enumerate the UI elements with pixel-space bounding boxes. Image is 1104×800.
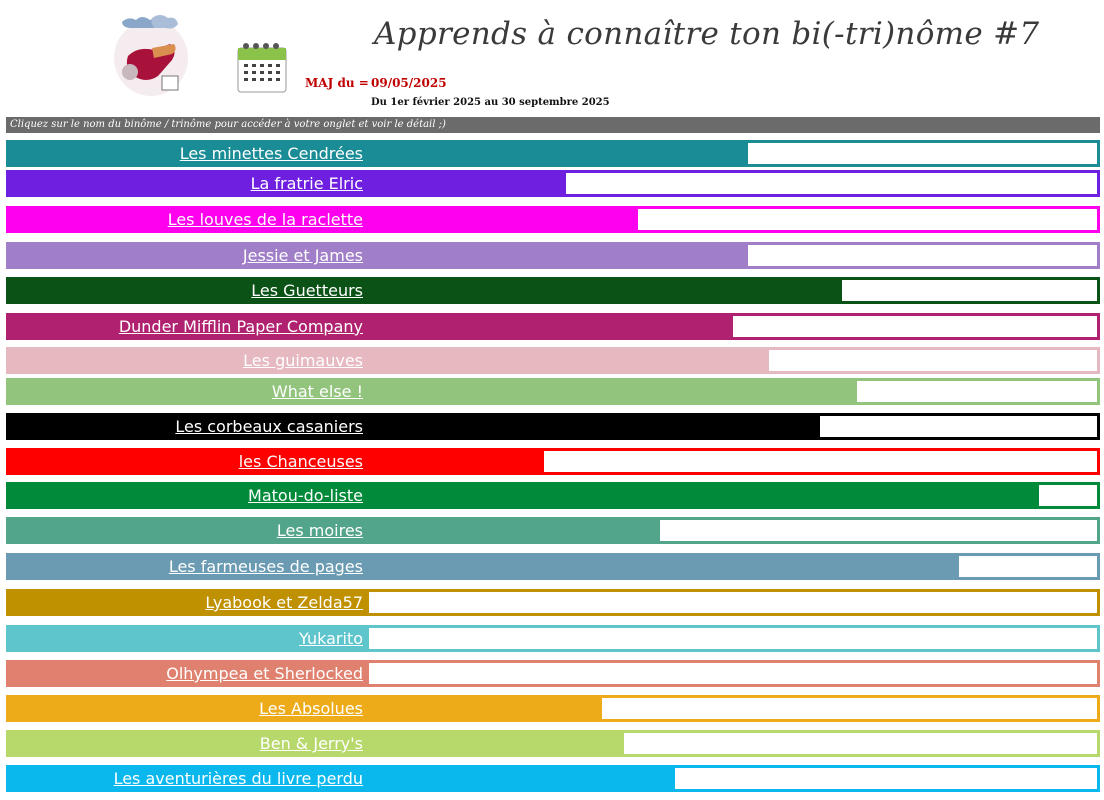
team-name-link[interactable]: Ben & Jerry's <box>6 730 366 757</box>
team-name-link[interactable]: Matou-do-liste <box>6 482 366 509</box>
progress-fill <box>369 733 624 754</box>
team-name-link[interactable]: Jessie et James <box>6 242 366 269</box>
team-row: Les guimauves <box>6 347 1100 374</box>
progress-fill <box>369 698 602 719</box>
team-name-link[interactable]: Dunder Mifflin Paper Company <box>6 313 366 340</box>
team-name-link[interactable]: Yukarito <box>6 625 366 652</box>
team-row: les Chanceuses <box>6 448 1100 475</box>
team-row: La fratrie Elric <box>6 170 1100 197</box>
team-name-link[interactable]: Les Absolues <box>6 695 366 722</box>
progress-fill <box>369 245 748 266</box>
team-name-link[interactable]: Les minettes Cendrées <box>6 140 366 167</box>
team-name-link[interactable]: Les farmeuses de pages <box>6 553 366 580</box>
progress-fill <box>369 768 675 789</box>
progress-fill <box>369 350 770 371</box>
progress-bar <box>366 378 1100 405</box>
team-row: What else ! <box>6 378 1100 405</box>
progress-bar <box>366 482 1100 509</box>
progress-fill <box>369 316 733 337</box>
team-name-link[interactable]: Les moires <box>6 517 366 544</box>
team-row: Jessie et James <box>6 242 1100 269</box>
team-row: Les minettes Cendrées <box>6 140 1100 167</box>
team-row: Les moires <box>6 517 1100 544</box>
book-club-logo <box>114 15 188 96</box>
progress-bar <box>366 313 1100 340</box>
progress-fill <box>369 173 566 194</box>
progress-fill <box>369 556 959 577</box>
team-row: Lyabook et Zelda57 <box>6 589 1100 616</box>
team-row: Olhympea et Sherlocked <box>6 660 1100 687</box>
progress-bar <box>366 448 1100 475</box>
team-row: Ben & Jerry's <box>6 730 1100 757</box>
team-row: Les corbeaux casaniers <box>6 413 1100 440</box>
progress-bar <box>366 347 1100 374</box>
team-row: Les aventurières du livre perdu <box>6 765 1100 792</box>
team-name-link[interactable]: Les Guetteurs <box>6 277 366 304</box>
team-name-link[interactable]: La fratrie Elric <box>6 170 366 197</box>
team-name-link[interactable]: What else ! <box>6 378 366 405</box>
team-row: Les Absolues <box>6 695 1100 722</box>
team-row: Yukarito <box>6 625 1100 652</box>
progress-bar <box>366 589 1100 616</box>
team-row: Les louves de la raclette <box>6 206 1100 233</box>
team-row: Matou-do-liste <box>6 482 1100 509</box>
progress-fill <box>369 416 821 437</box>
progress-bar <box>366 170 1100 197</box>
progress-fill <box>369 280 843 301</box>
calendar-icon <box>237 43 287 93</box>
progress-bar <box>366 695 1100 722</box>
progress-bar <box>366 206 1100 233</box>
period-text: Du 1er février 2025 au 30 septembre 2025 <box>371 97 610 108</box>
progress-bar <box>366 517 1100 544</box>
team-name-link[interactable]: les Chanceuses <box>6 448 366 475</box>
progress-bar <box>366 242 1100 269</box>
progress-bar <box>366 553 1100 580</box>
progress-bar <box>366 140 1100 167</box>
progress-fill <box>369 520 661 541</box>
progress-fill <box>369 143 748 164</box>
update-date: 09/05/2025 <box>371 76 447 90</box>
progress-bar <box>366 765 1100 792</box>
team-row: Les farmeuses de pages <box>6 553 1100 580</box>
progress-fill <box>369 451 544 472</box>
progress-fill <box>369 209 639 230</box>
instruction-banner: Cliquez sur le nom du binôme / trinôme p… <box>6 117 1100 133</box>
progress-fill <box>369 485 1039 506</box>
progress-bar <box>366 625 1100 652</box>
team-name-link[interactable]: Olhympea et Sherlocked <box>6 660 366 687</box>
progress-bar <box>366 413 1100 440</box>
team-name-link[interactable]: Les aventurières du livre perdu <box>6 765 366 792</box>
page-title: Apprends à connaître ton bi(-tri)nôme #7 <box>374 16 1040 52</box>
team-row: Dunder Mifflin Paper Company <box>6 313 1100 340</box>
team-name-link[interactable]: Lyabook et Zelda57 <box>6 589 366 616</box>
team-row: Les Guetteurs <box>6 277 1100 304</box>
team-name-link[interactable]: Les louves de la raclette <box>6 206 366 233</box>
progress-bar <box>366 660 1100 687</box>
update-label: MAJ du = <box>305 76 369 90</box>
team-name-link[interactable]: Les guimauves <box>6 347 366 374</box>
team-name-link[interactable]: Les corbeaux casaniers <box>6 413 366 440</box>
progress-bar <box>366 277 1100 304</box>
progress-fill <box>369 381 857 402</box>
progress-bar <box>366 730 1100 757</box>
